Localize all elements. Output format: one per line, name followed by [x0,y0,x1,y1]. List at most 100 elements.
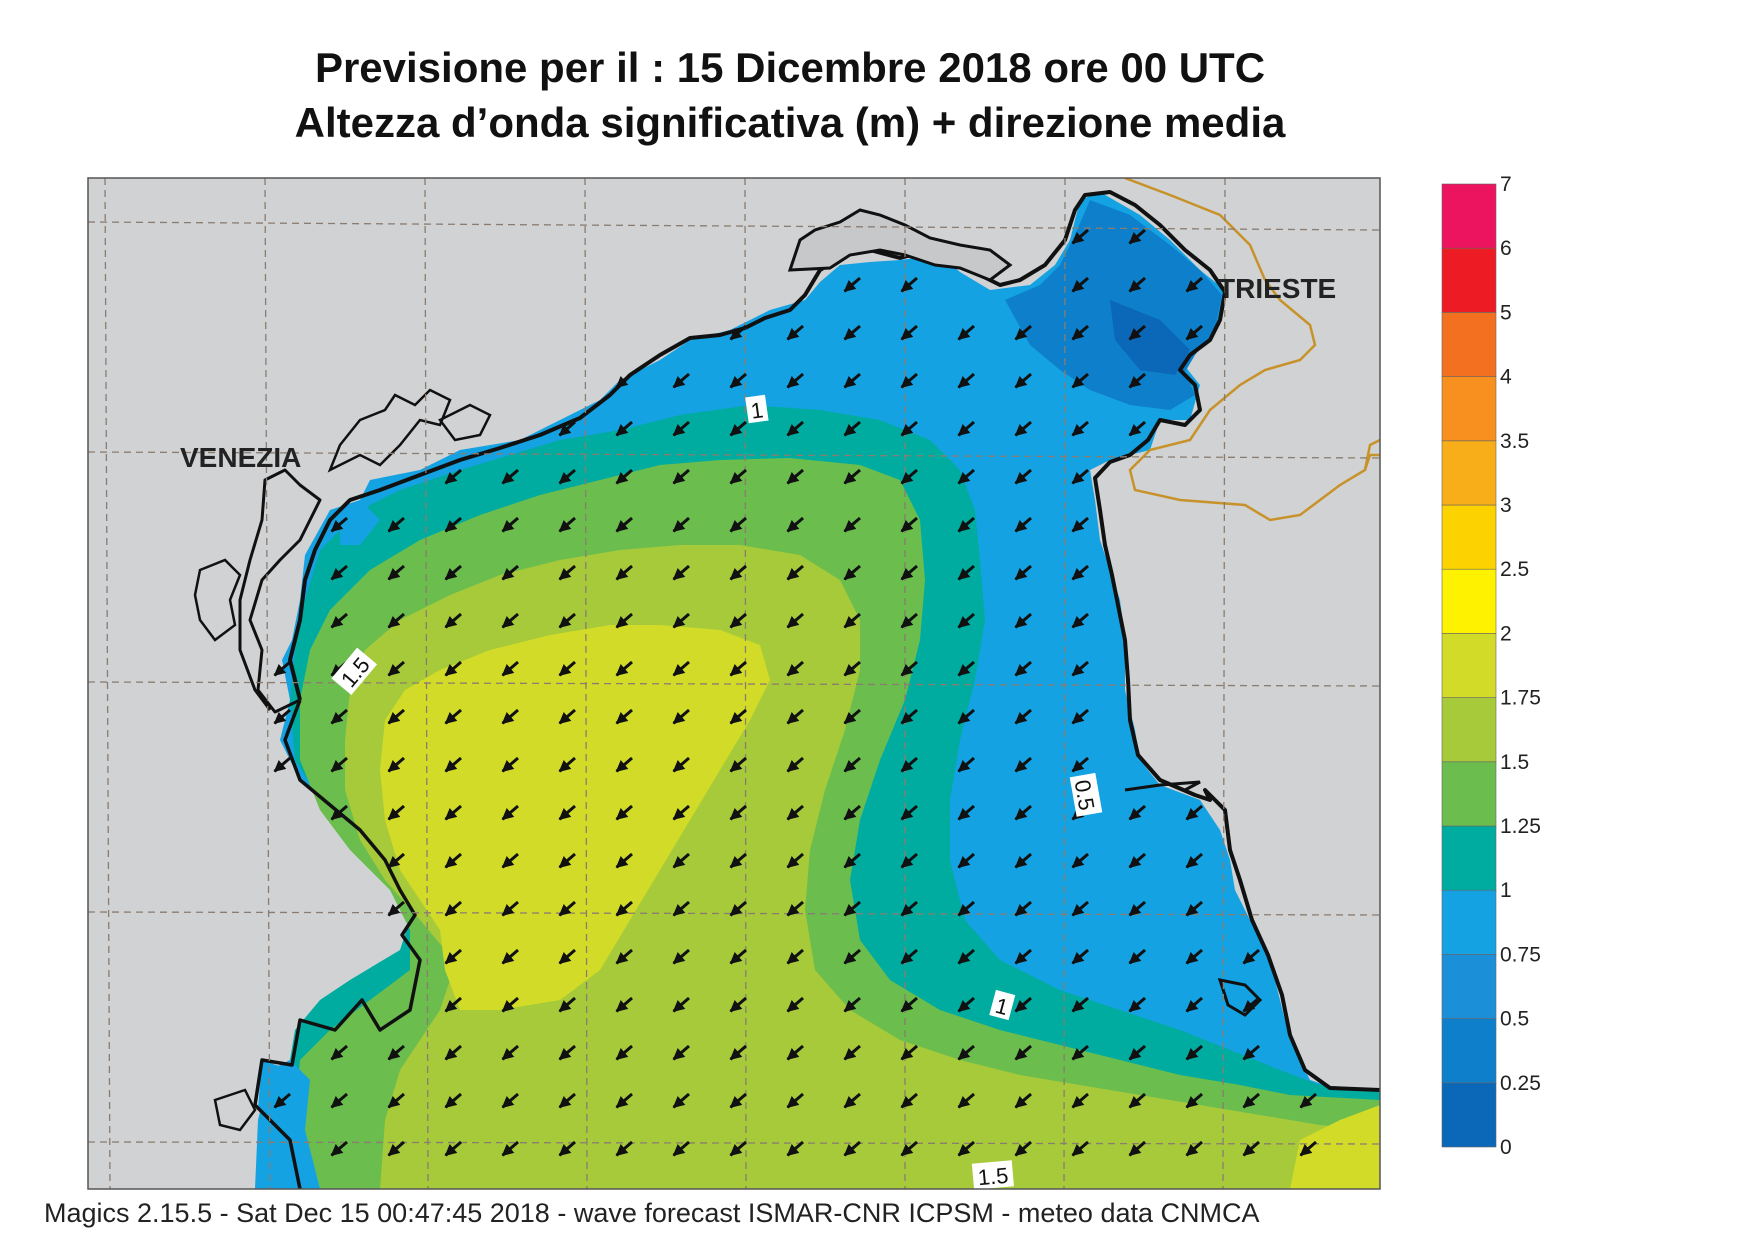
direction-arrow-head [1071,328,1085,341]
direction-arrow-head [444,616,458,629]
direction-arrow-head [729,472,743,485]
legend-color-box [1441,504,1497,570]
direction-arrow-head [672,616,686,629]
direction-arrow-head [501,808,515,821]
direction-arrow-head [786,712,800,725]
direction-arrow-head [330,1144,344,1157]
direction-arrow-head [501,856,515,869]
direction-arrow-head [558,568,572,581]
map-title-line-2: Altezza d’onda significativa (m) + direz… [294,99,1286,146]
direction-arrow-head [786,328,800,341]
direction-arrow-head [501,1144,515,1157]
direction-arrow-head [444,664,458,677]
direction-arrow-head [444,1144,458,1157]
direction-arrow-head [672,376,686,389]
direction-arrow-head [729,520,743,533]
graticule [88,178,1380,1189]
direction-arrow-head [729,760,743,773]
direction-arrow-head [843,952,857,965]
direction-arrow-head [444,1000,458,1013]
place-label-trieste: TRIESTE [1218,273,1336,304]
direction-arrow-head [1185,1144,1199,1157]
legend-level-label: 0.25 [1500,1072,1541,1095]
direction-arrow-head [1071,664,1085,677]
contour-label-1-north: 1 [745,394,769,424]
direction-arrow-head [786,616,800,629]
direction-arrow-head [843,616,857,629]
direction-arrow-head [1071,424,1085,437]
direction-arrow-head [330,808,344,821]
contour-label-1.5-south: 1.5 [971,1160,1014,1189]
direction-arrow-head [900,712,914,725]
direction-arrow-head [957,616,971,629]
direction-arrow-head [729,1048,743,1061]
direction-arrow-head [273,760,287,773]
direction-arrow-head [843,1048,857,1061]
direction-arrow-head [1071,712,1085,725]
direction-arrow-head [1014,1096,1028,1109]
direction-arrow-head [1014,1000,1028,1013]
direction-arrow-head [1185,280,1199,293]
direction-arrow-head [843,856,857,869]
direction-arrow-head [1071,1144,1085,1157]
direction-arrow-head [729,808,743,821]
direction-arrow-head [558,424,572,437]
direction-arrow-head [900,1000,914,1013]
direction-arrow-head [615,856,629,869]
direction-arrow-head [729,1144,743,1157]
direction-arrow-head [501,568,515,581]
direction-arrow-head [729,616,743,629]
direction-arrow-head [843,328,857,341]
direction-arrow-head [1014,664,1028,677]
direction-arrow-head [900,1048,914,1061]
direction-arrow-head [957,520,971,533]
direction-arrow-head [672,424,686,437]
direction-arrow-head [672,568,686,581]
direction-arrow-head [957,760,971,773]
direction-arrow-head [501,904,515,917]
direction-arrow-head [1185,1096,1199,1109]
direction-arrow-head [957,1144,971,1157]
direction-arrow-head [615,520,629,533]
direction-arrow-head [444,760,458,773]
direction-arrow-head [558,664,572,677]
direction-arrow-head [444,904,458,917]
direction-arrow-head [900,808,914,821]
direction-arrow-head [900,472,914,485]
direction-arrow-head [1299,1144,1313,1157]
direction-arrow-head [1014,1048,1028,1061]
direction-arrow-head [330,712,344,725]
direction-arrow-head [900,856,914,869]
direction-arrow-head [558,760,572,773]
direction-arrow-head [729,328,743,341]
direction-arrow-head [729,904,743,917]
direction-arrow-head [1242,1000,1256,1013]
direction-arrow-head [615,568,629,581]
direction-arrow-head [786,760,800,773]
direction-arrow-head [786,424,800,437]
direction-arrow-head [387,1144,401,1157]
direction-arrow-head [558,904,572,917]
direction-arrow-head [1071,280,1085,293]
direction-arrow-head [900,1144,914,1157]
direction-arrow-head [501,712,515,725]
map-frame [87,177,1381,1190]
legend-color-box [1441,183,1497,249]
direction-arrow-head [843,664,857,677]
direction-arrow-head [843,472,857,485]
national-border [1124,178,1380,522]
direction-arrow-head [1128,1048,1142,1061]
legend-color-box [1441,633,1497,698]
direction-arrow-head [729,952,743,965]
direction-arrow-head [957,808,971,821]
direction-arrow-head [1014,904,1028,917]
direction-arrow-head [387,856,401,869]
direction-arrow-head [273,664,287,677]
direction-arrow-head [672,1096,686,1109]
direction-arrow-head [501,1048,515,1061]
direction-arrow-head [615,1048,629,1061]
direction-arrow-head [672,856,686,869]
direction-arrow-head [1014,472,1028,485]
direction-arrow-head [957,664,971,677]
legend-level-label: 2 [1500,622,1512,645]
